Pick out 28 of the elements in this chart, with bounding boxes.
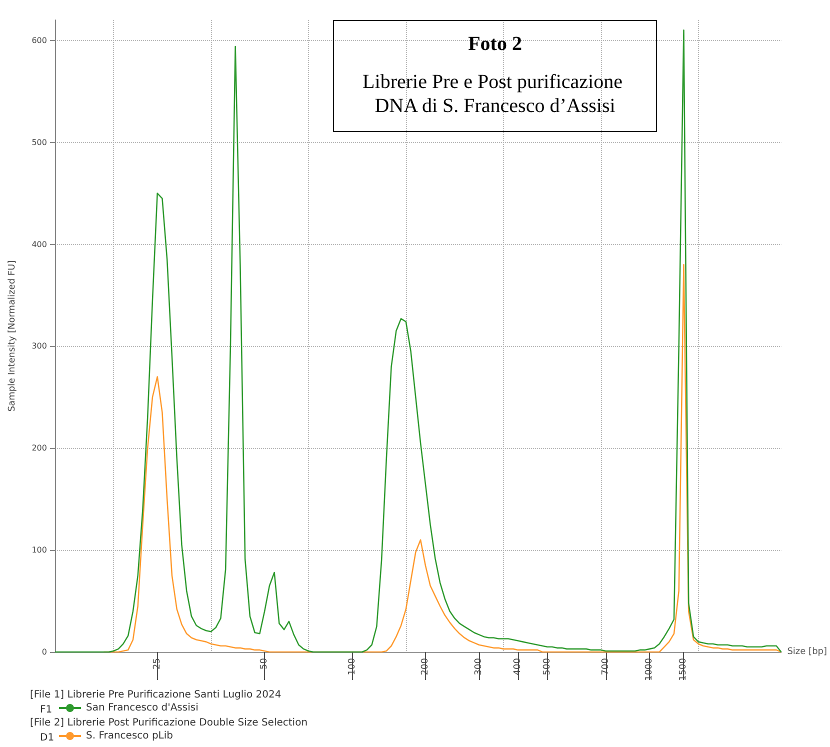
- x-tick-label: 100: [347, 658, 358, 676]
- legend-label: S. Francesco pLib: [86, 730, 174, 742]
- y-tick-label: 400: [32, 240, 47, 249]
- x-tick-label: 1000: [644, 658, 655, 681]
- y-axis-title: Sample Intensity [Normalized FU]: [8, 260, 18, 412]
- text: [File 2] Librerie Post Purificazione Double Size Selection: [30, 718, 308, 728]
- x-tick-label: 200: [420, 658, 430, 676]
- y-tick-label: 500: [32, 138, 47, 147]
- x-tick-label: 300: [474, 658, 484, 676]
- y-tick-label: 0: [42, 648, 47, 656]
- x-tick-label: 25: [152, 658, 162, 670]
- x-tick-label: 400: [513, 658, 524, 676]
- y-tick-label: 100: [32, 546, 47, 555]
- text: [File 1] Librerie Pre Purificazione Santi Luglio 2024: [30, 690, 282, 700]
- legend-label: San Francesco d'Assisi: [86, 702, 198, 714]
- text: F1: [40, 704, 52, 716]
- x-tick-label: 500: [542, 658, 552, 676]
- y-tick-label: 200: [32, 444, 47, 453]
- y-tick-label: 600: [32, 36, 47, 45]
- x-tick-label: 700: [600, 658, 611, 676]
- text: Librerie Pre e Post purificazione DNA di S. Francesco d’Assisi: [362, 71, 628, 117]
- x-axis-title: Size [bp]: [787, 647, 828, 657]
- x-tick-label: 50: [260, 658, 270, 670]
- text: Foto 2: [468, 33, 522, 55]
- line-series: [54, 30, 782, 653]
- text: D1: [40, 732, 54, 744]
- x-tick-label: 1500: [678, 658, 689, 681]
- y-tick-label: 300: [32, 342, 47, 351]
